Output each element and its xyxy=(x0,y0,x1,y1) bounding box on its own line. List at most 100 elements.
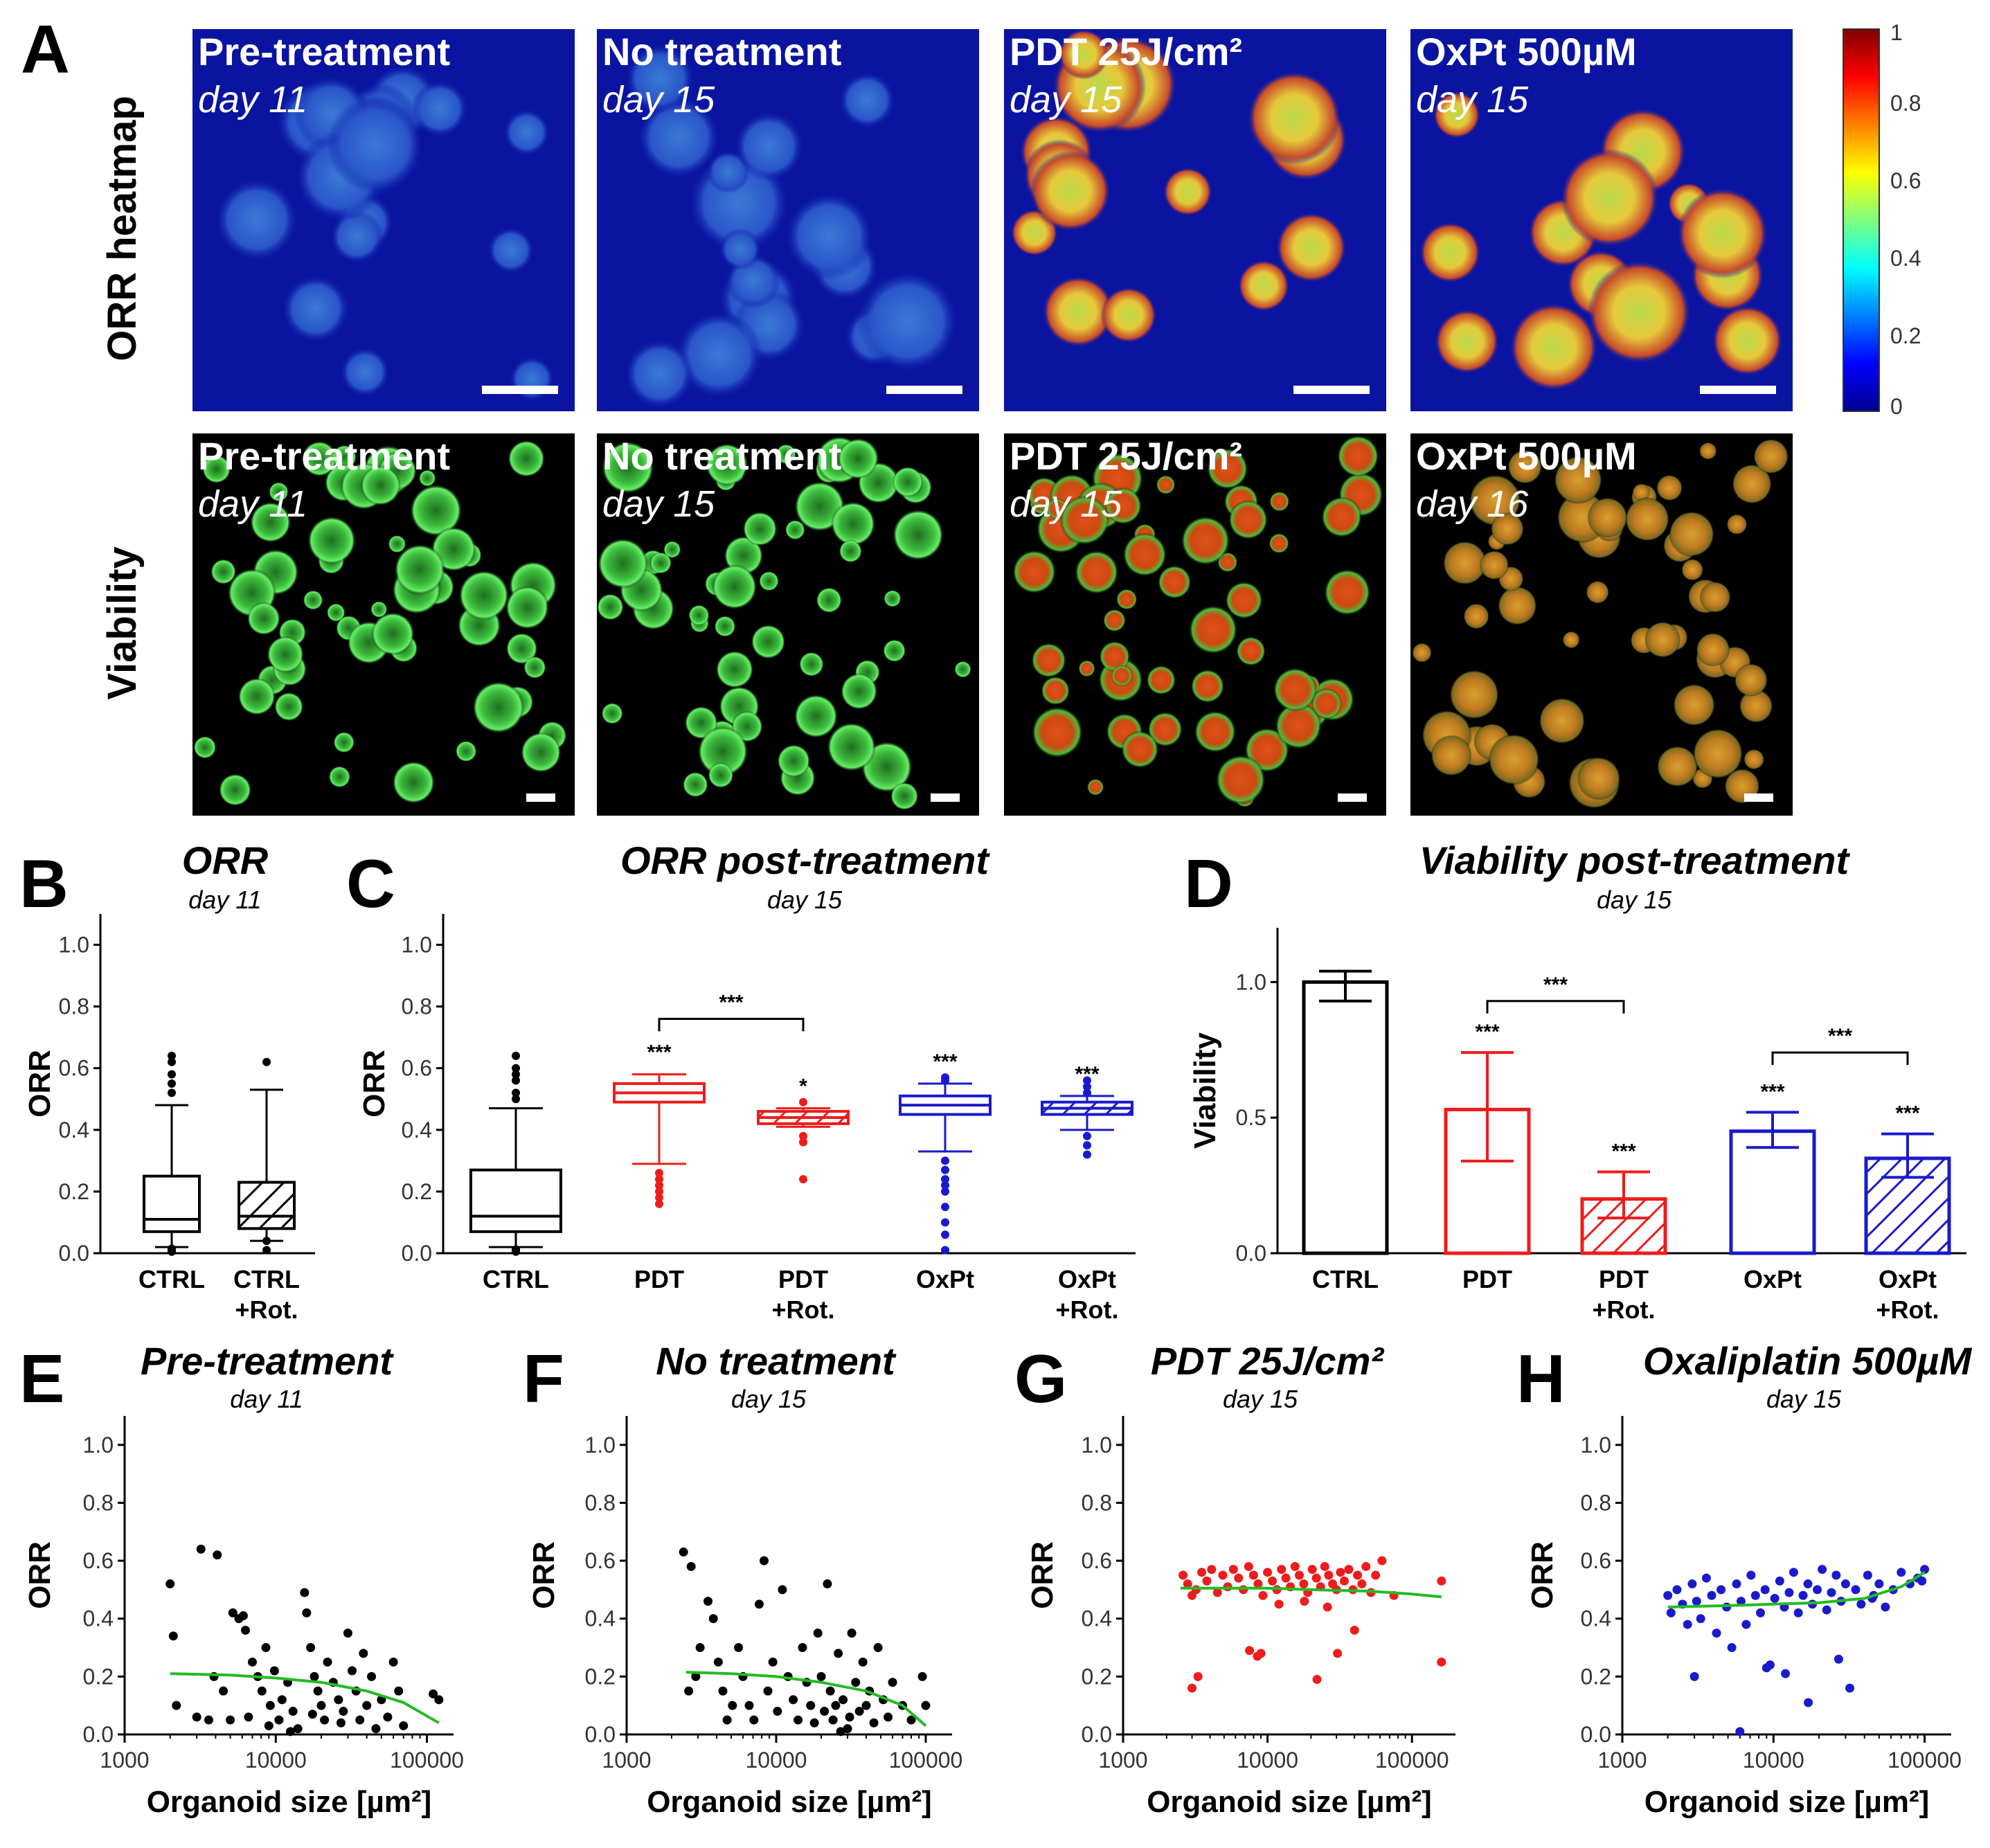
outlier-point xyxy=(941,1230,949,1239)
organoid-blob xyxy=(282,275,350,343)
significance-label: *** xyxy=(1543,974,1568,996)
box: * xyxy=(757,1075,850,1184)
organoid-blob xyxy=(303,590,323,610)
organoid-blob xyxy=(1103,609,1126,632)
scatter-point xyxy=(1818,1565,1827,1575)
y-tick-label: 0.8 xyxy=(402,994,432,1019)
x-tick-label: 100000 xyxy=(889,1748,963,1773)
organoid-blob xyxy=(751,624,786,659)
organoid-blob xyxy=(1163,167,1212,216)
scatter-point xyxy=(1762,1663,1771,1673)
scatter-point xyxy=(1281,1573,1291,1583)
y-tick-label: 0.4 xyxy=(585,1606,616,1631)
scatter-point xyxy=(1344,1565,1354,1575)
scale-bar xyxy=(526,793,555,802)
organoid-blob xyxy=(274,692,304,721)
organoid-blob xyxy=(697,726,749,777)
organoid-blob xyxy=(1058,29,1109,80)
y-tick-label: 0.4 xyxy=(402,1118,432,1142)
organoid-blob xyxy=(1100,287,1157,343)
significance-bracket xyxy=(1771,1051,1909,1066)
scatter-point xyxy=(854,1707,864,1716)
organoid-blob xyxy=(1732,464,1772,504)
outlier-point xyxy=(799,1175,807,1184)
organoid-blob xyxy=(1673,683,1716,726)
scatter-point xyxy=(1357,1579,1367,1589)
panel-c-letter: C xyxy=(346,845,395,922)
organoid-blob xyxy=(1194,710,1237,753)
y-tick-label: 1.0 xyxy=(59,933,89,958)
scatter-point xyxy=(339,1707,348,1716)
scatter-point xyxy=(1672,1585,1682,1595)
scatter-point xyxy=(1290,1561,1300,1571)
y-tick-label: 0.0 xyxy=(585,1722,616,1747)
colorbar-tick: 0.2 xyxy=(1890,323,1921,348)
scatter-point xyxy=(383,1712,393,1722)
bar: *** xyxy=(1729,1080,1816,1255)
scatter-point xyxy=(744,1701,754,1710)
panel-h-letter: H xyxy=(1516,1340,1566,1417)
scatter-point xyxy=(277,1695,287,1705)
organoid-blob xyxy=(327,96,424,193)
scatter-point xyxy=(219,1686,228,1696)
scatter-point xyxy=(1687,1579,1697,1589)
x-tick-label: 10000 xyxy=(745,1748,807,1773)
scatter-point xyxy=(1760,1585,1770,1595)
panel-e-title: Pre-treatment xyxy=(141,1339,394,1383)
panel-d-title: Viability post-treatment xyxy=(1419,838,1851,882)
y-tick-label: 1.0 xyxy=(1581,1433,1611,1457)
organoid-blob xyxy=(307,516,357,565)
y-axis-label: Viability xyxy=(1188,1032,1222,1149)
scatter-point xyxy=(813,1629,823,1638)
organoid-blob xyxy=(1269,533,1289,554)
organoid-blob xyxy=(884,590,902,607)
scatter-point xyxy=(1371,1570,1381,1580)
scatter-point xyxy=(1692,1597,1701,1606)
box: *** xyxy=(899,1050,992,1255)
y-tick-label: 0.4 xyxy=(59,1118,89,1142)
image-day: day 15 xyxy=(1416,79,1529,120)
scatter-point xyxy=(257,1686,267,1696)
scatter-point xyxy=(686,1561,696,1571)
organoid-blob xyxy=(1587,497,1628,538)
scatter-point xyxy=(1755,1608,1765,1617)
outlier-point xyxy=(1083,1076,1091,1085)
organoid-blob xyxy=(708,762,734,789)
scale-bar xyxy=(1338,793,1367,802)
scatter-point xyxy=(307,1710,317,1719)
x-category-label: +Rot. xyxy=(1592,1295,1655,1324)
organoid-blob xyxy=(675,311,763,399)
organoid-blob xyxy=(340,347,390,397)
organoid-blob xyxy=(1632,483,1651,501)
scatter-point xyxy=(1263,1568,1273,1577)
scatter-point xyxy=(1707,1590,1716,1600)
y-tick-label: 0.0 xyxy=(59,1241,89,1266)
y-axis-label: ORR xyxy=(527,1541,561,1609)
x-category-label: CTRL xyxy=(483,1265,549,1293)
colorbar-tick: 0 xyxy=(1890,394,1903,419)
scatter-point xyxy=(763,1686,773,1696)
organoid-blob xyxy=(419,469,436,487)
outlier-point xyxy=(941,1218,949,1227)
scatter-point xyxy=(1897,1568,1906,1577)
image-title: PDT 25J/cm² xyxy=(1010,30,1242,73)
scatter-point xyxy=(359,1649,368,1658)
organoid-blob xyxy=(1644,621,1681,658)
y-tick-label: 0.5 xyxy=(1236,1105,1266,1130)
outlier-point xyxy=(799,1131,807,1140)
x-category-label: +Rot. xyxy=(1876,1295,1939,1324)
scatter-point xyxy=(1277,1565,1287,1575)
scatter-point xyxy=(204,1715,213,1725)
x-category-label: +Rot. xyxy=(1055,1295,1118,1324)
fit-curve xyxy=(1667,1571,1926,1608)
image-title: OxPt 500µM xyxy=(1416,30,1637,73)
scatter-point xyxy=(1193,1671,1203,1681)
scatter-point xyxy=(695,1643,705,1653)
x-category-label: +Rot. xyxy=(235,1295,298,1324)
scatter-point xyxy=(1191,1585,1201,1595)
organoid-blob xyxy=(1562,631,1580,649)
organoid-blob xyxy=(246,602,280,636)
scatter-point xyxy=(839,1695,848,1705)
outlier-point xyxy=(168,1247,176,1256)
